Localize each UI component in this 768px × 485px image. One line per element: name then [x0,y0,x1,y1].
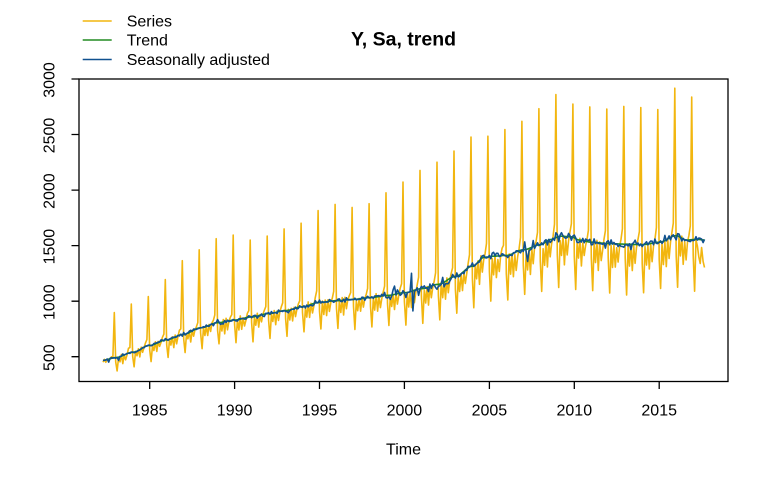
svg-text:2000: 2000 [42,173,59,209]
svg-text:Y, Sa, trend: Y, Sa, trend [351,28,456,50]
svg-text:1995: 1995 [302,402,338,419]
svg-text:1990: 1990 [217,402,253,419]
svg-text:2015: 2015 [641,402,677,419]
svg-text:500: 500 [42,344,59,371]
svg-text:2000: 2000 [387,402,423,419]
svg-text:1500: 1500 [42,229,59,265]
svg-text:1985: 1985 [132,402,168,419]
svg-text:2010: 2010 [557,402,593,419]
svg-text:Seasonally adjusted: Seasonally adjusted [127,52,270,69]
svg-text:2005: 2005 [472,402,508,419]
svg-text:Time: Time [386,442,421,459]
svg-text:Trend: Trend [127,33,168,50]
svg-text:3000: 3000 [42,62,59,98]
svg-text:1000: 1000 [42,284,59,320]
svg-text:2500: 2500 [42,118,59,154]
svg-text:Series: Series [127,14,172,31]
